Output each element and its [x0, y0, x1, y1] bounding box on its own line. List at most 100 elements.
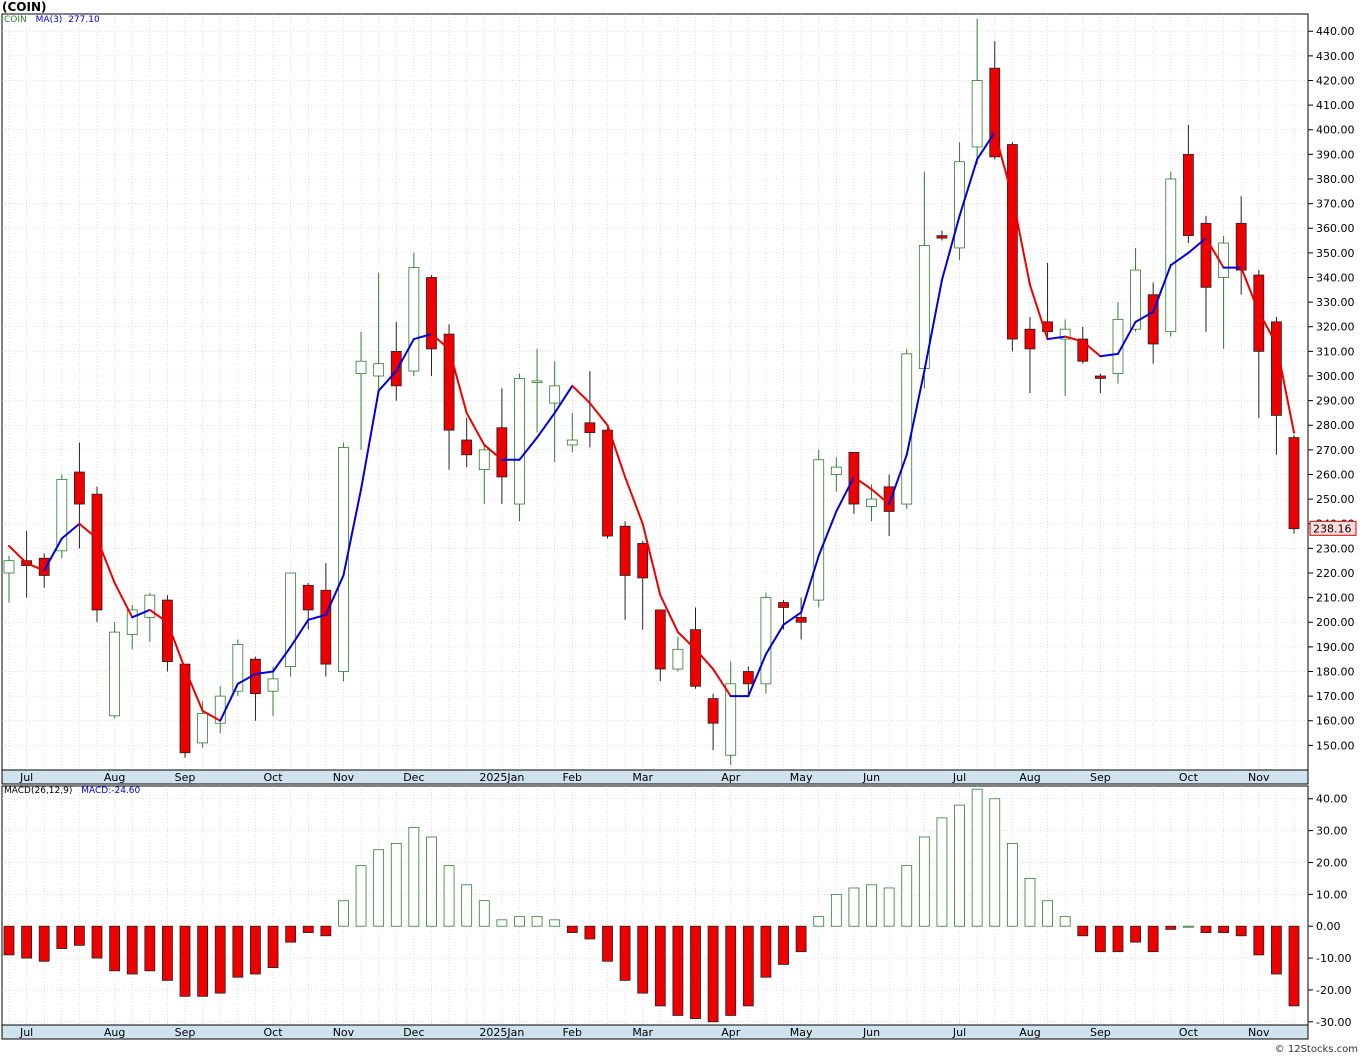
candle-body [954, 161, 965, 249]
candle-body [267, 678, 279, 692]
candle-body [390, 350, 402, 387]
price-month-label: Apr [721, 771, 741, 784]
candle-body [443, 333, 455, 431]
price-ytick-label: 170.00 [1316, 690, 1355, 703]
macd-bar [531, 916, 543, 927]
candle-body [1006, 144, 1018, 340]
price-ytick-label: 400.00 [1316, 124, 1355, 137]
macd-bar [514, 916, 525, 927]
ma3-segment [571, 384, 591, 405]
ma3-segment [1152, 264, 1172, 313]
price-month-label: 2025Jan [479, 771, 524, 784]
macd-bar [795, 925, 807, 953]
ma3-segment [905, 370, 926, 456]
ma3-segment [166, 621, 187, 671]
candle-body [584, 422, 596, 434]
ma3-segment [1169, 251, 1190, 267]
macd-bar [989, 798, 1001, 927]
candle-body [197, 712, 209, 744]
macd-bar [179, 925, 191, 997]
macd-bar [830, 893, 842, 927]
macd-bar [443, 865, 455, 927]
macd-bar [1147, 925, 1159, 953]
ma3-segment [694, 648, 715, 671]
price-month-label: Oct [1179, 771, 1199, 784]
candle-body [1235, 222, 1247, 271]
price-ytick-label: 360.00 [1316, 222, 1355, 235]
price-month-label: Oct [264, 771, 284, 784]
macd-bar [1094, 925, 1106, 953]
macd-bar [778, 925, 789, 965]
ma3-segment [817, 510, 838, 557]
ma3-segment [606, 424, 627, 478]
price-month-label: Dec [403, 771, 424, 784]
macd-ytick-label: -20.00 [1316, 984, 1351, 997]
macd-bar [619, 925, 631, 981]
macd-ytick-label: 40.00 [1316, 793, 1348, 806]
ma3-segment [659, 594, 679, 634]
price-month-label: Feb [563, 771, 582, 784]
macd-month-label: Jun [862, 1026, 880, 1039]
price-ytick-label: 440.00 [1316, 25, 1355, 38]
macd-bar [1130, 925, 1141, 943]
ma3-segment [993, 131, 1014, 198]
macd-bar [355, 865, 367, 927]
price-ytick-label: 370.00 [1316, 198, 1355, 211]
macd-bar [602, 925, 613, 962]
ma3-segment [1028, 283, 1049, 341]
price-ytick-label: 280.00 [1316, 419, 1355, 432]
price-ytick-label: 220.00 [1316, 567, 1355, 580]
candle-body [602, 429, 613, 537]
ma3-segment [483, 443, 503, 461]
price-month-label: Nov [333, 771, 355, 784]
candle-body [38, 557, 50, 576]
macd-bar [320, 925, 332, 937]
ma3-segment [624, 475, 644, 525]
macd-bar [549, 919, 561, 927]
macd-bar [302, 925, 314, 933]
ma3-segment [588, 402, 609, 427]
candle-body [320, 589, 332, 665]
price-ytick-label: 410.00 [1316, 99, 1355, 112]
price-month-label: Aug [104, 771, 125, 784]
candle-body [760, 597, 772, 685]
ma3-segment [888, 453, 908, 506]
macd-bar [1077, 925, 1089, 937]
macd-bar [690, 925, 701, 1020]
price-ytick-label: 180.00 [1316, 665, 1355, 678]
macd-bar [901, 865, 913, 927]
ma3-segment [852, 475, 873, 491]
candle-body [1182, 153, 1194, 237]
macd-bar [1059, 916, 1071, 927]
candle-body [866, 498, 877, 507]
ma3-segment [113, 581, 134, 619]
macd-bar [1024, 878, 1036, 927]
price-ytick-label: 320.00 [1316, 321, 1355, 334]
candle-body [496, 427, 508, 478]
ma3-segment [324, 574, 345, 616]
macd-bar [285, 925, 297, 943]
macd-bar [1182, 925, 1194, 928]
ma3-segment [148, 608, 169, 624]
candle-body [725, 683, 737, 756]
chart-title: (COIN) [2, 0, 47, 14]
macd-month-band [1, 1024, 1309, 1040]
candle-body [778, 602, 789, 608]
price-month-label: Sep [175, 771, 196, 784]
candle-body [232, 644, 244, 692]
candle-body [707, 698, 719, 724]
macd-legend: MACD(26,12,9) MACD:-24.60 [4, 786, 146, 796]
ma3-segment [1081, 340, 1102, 358]
macd-bar [654, 925, 666, 1007]
ma3-segment [553, 384, 574, 414]
candle-body [302, 584, 314, 611]
ma3-segment [8, 544, 28, 565]
macd-bar [496, 919, 508, 927]
ma3-segment [1046, 335, 1067, 341]
candle-body [742, 671, 754, 685]
macd-month-label: Dec [403, 1026, 424, 1039]
ma3-segment [272, 645, 292, 673]
ma3-segment [307, 613, 327, 621]
ma3-segment [1116, 320, 1137, 355]
candle-body [1165, 178, 1177, 333]
